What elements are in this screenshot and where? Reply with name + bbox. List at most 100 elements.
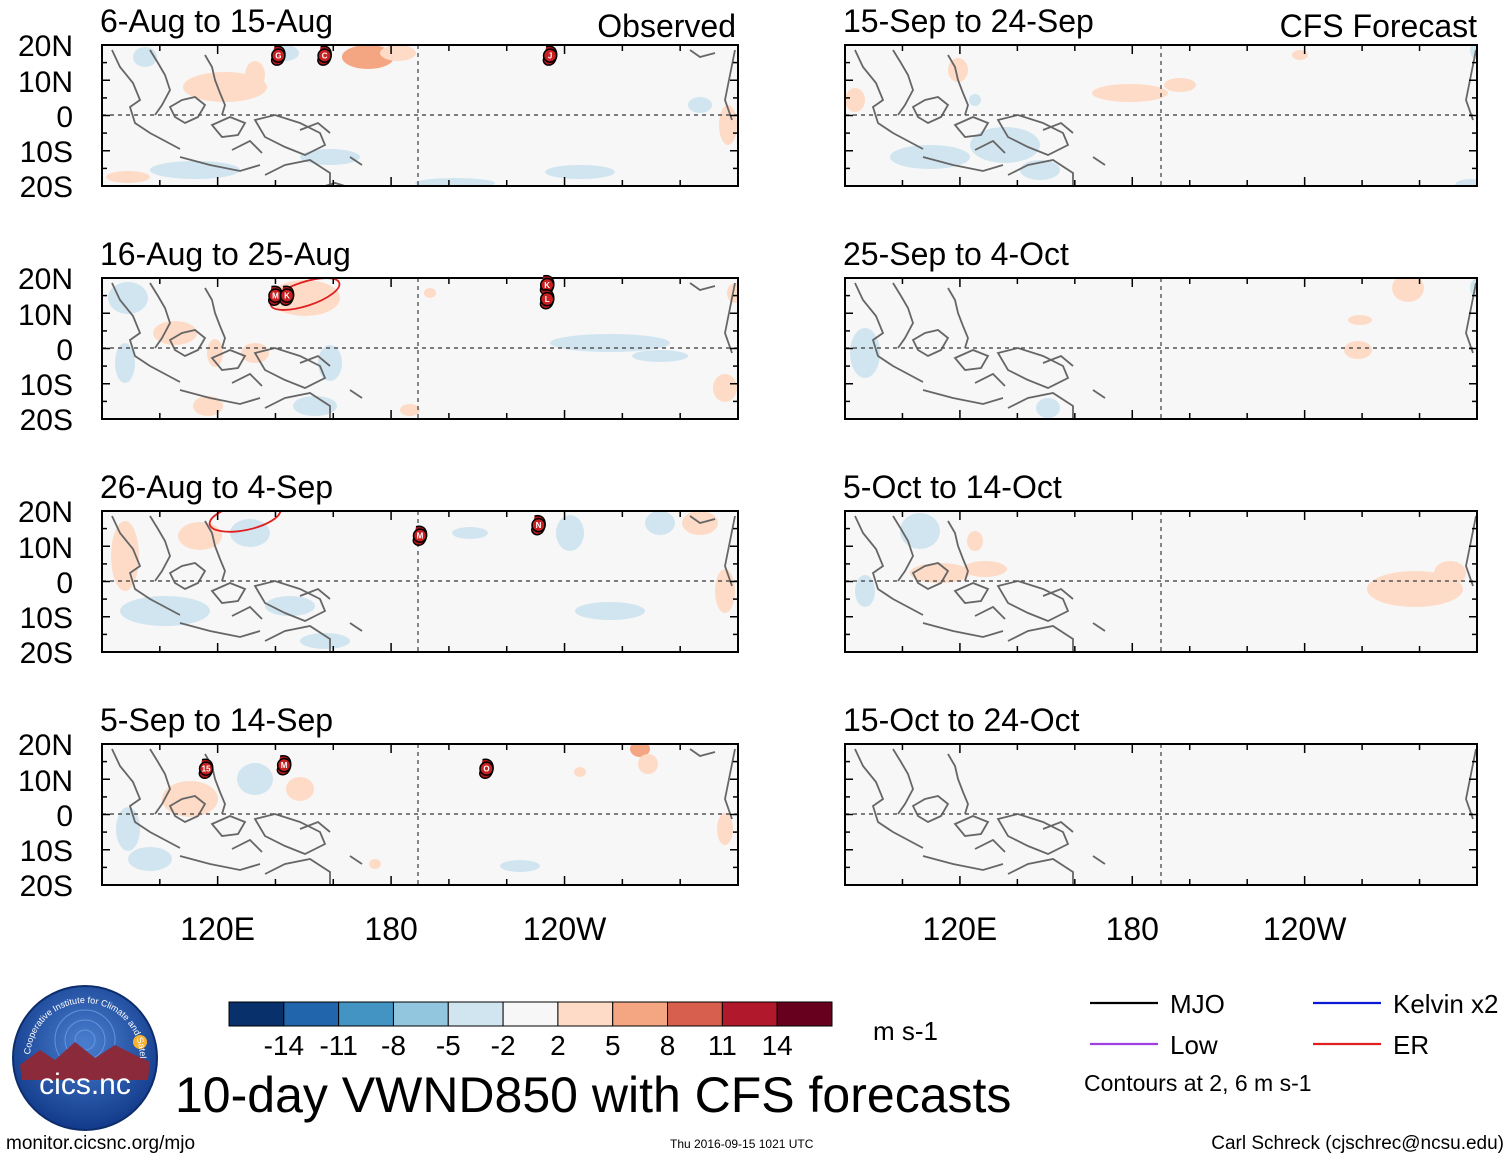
storm-label: 15 <box>202 765 211 774</box>
storm-marker: J <box>542 45 558 66</box>
colorbar-level-label: 8 <box>660 1030 676 1061</box>
lon-tick-label: 180 <box>364 911 417 947</box>
axis-ticks <box>102 743 738 886</box>
axis-ticks <box>845 510 1477 653</box>
column-label-observed: Observed <box>597 8 736 44</box>
axis-ticks <box>102 44 738 187</box>
panel-forecast-4: 15-Oct to 24-Oct <box>843 702 1478 886</box>
lat-tick-label: 10N <box>18 66 73 99</box>
colorbar-level-label: 14 <box>762 1030 793 1061</box>
panel-forecast-3: 5-Oct to 14-Oct <box>843 469 1478 653</box>
storm-marker: L <box>539 289 555 310</box>
coastlines <box>854 748 1477 885</box>
coastlines <box>111 748 736 885</box>
lon-tick-label: 120E <box>923 911 998 947</box>
vwnd-anomaly-shading <box>116 744 733 872</box>
panel-period-label: 15-Oct to 24-Oct <box>843 702 1080 738</box>
lat-tick-label: 0 <box>56 101 73 134</box>
lat-tick-label: 10N <box>18 299 73 332</box>
colorbar-swatch <box>392 1001 449 1027</box>
coastlines <box>111 49 736 186</box>
vwnd-anomaly-shading <box>855 513 1466 607</box>
lon-tick-label: 180 <box>1106 911 1159 947</box>
vwnd-anomaly-shading <box>850 278 1477 418</box>
colorbar-swatch <box>557 1001 614 1027</box>
lat-tick-label: 20S <box>20 637 73 670</box>
panel-observed-3: 26-Aug to 4-Sep <box>18 469 739 670</box>
lon-tick-labels-observed: 120E 180 120W <box>180 911 607 947</box>
axis-ticks <box>845 277 1477 420</box>
colorbar-swatch <box>502 1001 559 1027</box>
colorbar-level-label: 5 <box>605 1030 621 1061</box>
panel-observed-2: 16-Aug to 25-Aug <box>18 236 739 437</box>
colorbar-level-label: 11 <box>708 1030 737 1061</box>
legend-label: MJO <box>1170 989 1225 1019</box>
storm-label: K <box>284 292 290 301</box>
storm-label: O <box>483 765 489 774</box>
colorbar-swatch <box>283 1001 340 1027</box>
storm-marker: N <box>531 514 546 536</box>
lat-tick-label: 0 <box>56 567 73 600</box>
colorbar-level-label: -14 <box>264 1030 304 1061</box>
lat-tick-label: 20N <box>18 30 73 63</box>
storm-label: M <box>272 292 279 301</box>
lat-tick-label: 10S <box>20 369 73 402</box>
storm-marker: M <box>276 755 292 776</box>
footer-url[interactable]: monitor.cicsnc.org/mjo <box>6 1133 195 1154</box>
lat-tick-label: 20S <box>20 404 73 437</box>
colorbar-level-label: -11 <box>319 1030 357 1061</box>
legend-label: ER <box>1393 1030 1429 1060</box>
lon-tick-labels-forecast: 120E 180 120W <box>923 911 1348 947</box>
axis-ticks <box>102 277 738 420</box>
storm-label: M <box>417 532 424 541</box>
legend-label: Kelvin x2 <box>1393 989 1499 1019</box>
panel-period-label: 5-Oct to 14-Oct <box>843 469 1062 505</box>
storm-label: K <box>544 281 550 290</box>
storm-marker: M <box>412 525 428 547</box>
figure-title: 10-day VWND850 with CFS forecasts <box>175 1067 1011 1123</box>
storm-marker: C <box>317 45 332 66</box>
storm-marker: K <box>279 285 295 306</box>
lat-tick-label: 10S <box>20 835 73 868</box>
axis-ticks <box>102 510 738 653</box>
panel-period-label: 16-Aug to 25-Aug <box>100 236 351 272</box>
colorbar-swatch <box>776 1001 833 1027</box>
colorbar-swatch <box>667 1001 723 1027</box>
colorbar-swatch <box>228 1001 285 1027</box>
lat-tick-label: 0 <box>56 334 73 367</box>
legend-label: Low <box>1170 1030 1218 1060</box>
lat-tick-label: 20N <box>18 496 73 529</box>
lon-tick-label: 120E <box>180 911 255 947</box>
coastlines <box>854 515 1477 652</box>
colorbar-level-label: 2 <box>550 1030 566 1061</box>
coastlines <box>854 282 1477 419</box>
colorbar-swatch <box>338 1001 394 1027</box>
lat-tick-label: 20S <box>20 171 73 204</box>
panel-forecast-1: 15-Sep to 24-Sep CFS Forecast <box>843 3 1478 187</box>
axis-ticks <box>845 44 1477 187</box>
colorbar-swatch <box>612 1001 669 1027</box>
colorbar-swatch <box>447 1001 504 1027</box>
storm-marker: O <box>479 758 494 780</box>
contour-note: Contours at 2, 6 m s-1 <box>1084 1070 1312 1096</box>
er-contour <box>208 511 282 533</box>
wave-legend: MJO Kelvin x2 Low ER <box>1090 989 1499 1060</box>
panel-forecast-2: 25-Sep to 4-Oct <box>843 236 1478 420</box>
coastlines <box>854 49 1477 186</box>
lat-tick-label: 10N <box>18 765 73 798</box>
lat-tick-label: 20S <box>20 870 73 903</box>
storm-marker: M <box>268 285 283 306</box>
lat-tick-label: 20N <box>18 729 73 762</box>
footer-author: Carl Schreck (cjschrec@ncsu.edu) <box>1211 1133 1504 1154</box>
storm-tracks <box>208 511 282 533</box>
logo-name: cics.nc <box>39 1068 131 1101</box>
lon-tick-label: 120W <box>523 911 607 947</box>
panel-period-label: 15-Sep to 24-Sep <box>843 3 1094 39</box>
lat-tick-label: 20N <box>18 263 73 296</box>
